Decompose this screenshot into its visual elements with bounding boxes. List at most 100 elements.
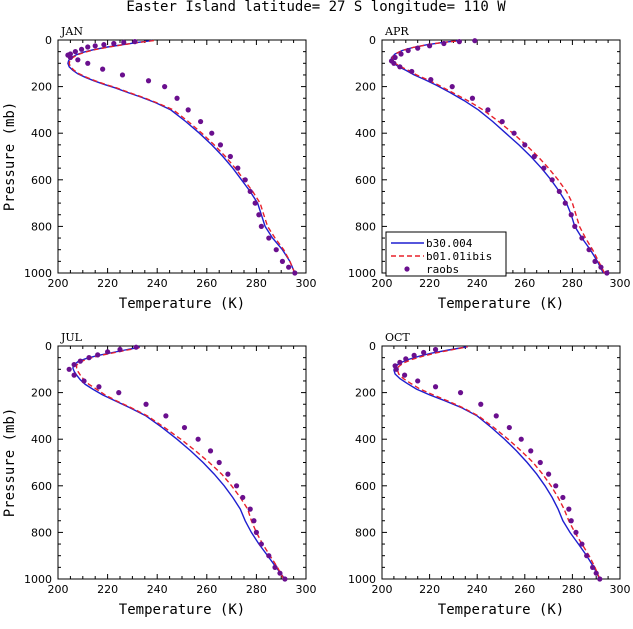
x-tick-label: 300 (610, 583, 631, 596)
x-axis-label: Temperature (K) (438, 296, 564, 312)
panel-apr: 200 220 240 260 280 300 0 200 400 600 800 1000 APR Te… (348, 25, 631, 312)
point-raobs (411, 352, 417, 358)
panel-label: JUL (60, 331, 83, 344)
x-tick-label: 220 (97, 277, 118, 290)
point-raobs (240, 494, 246, 501)
point-raobs (572, 223, 578, 229)
point-raobs (472, 38, 478, 44)
point-raobs (71, 362, 77, 368)
point-raobs (251, 518, 257, 524)
x-axis-label: Temperature (K) (119, 296, 245, 312)
point-raobs (590, 564, 596, 570)
y-tick-label: 0 (45, 34, 52, 47)
x-tick-label: 260 (514, 583, 535, 596)
point-raobs (85, 60, 91, 66)
panel-jul: 200 220 240 260 280 300 0 200 400 600 800 1000 JUL Te… (2, 331, 317, 618)
point-raobs (227, 153, 233, 160)
point-raobs (81, 378, 87, 384)
point-raobs (415, 378, 421, 384)
x-axis-label: Temperature (K) (438, 602, 564, 618)
point-raobs (77, 358, 83, 364)
point-raobs (469, 95, 476, 101)
point-raobs (403, 356, 409, 362)
point-raobs (105, 349, 111, 355)
x-tick-label: 300 (296, 277, 317, 290)
point-raobs (252, 200, 258, 206)
legend-swatch (404, 266, 410, 272)
x-tick-label: 220 (97, 583, 118, 596)
point-raobs (432, 346, 439, 353)
point-raobs (66, 366, 72, 372)
y-tick-label: 400 (31, 433, 52, 446)
point-raobs (598, 264, 604, 270)
point-raobs (392, 363, 398, 369)
x-tick-label: 300 (296, 583, 317, 596)
point-raobs (402, 372, 408, 378)
point-raobs (522, 142, 528, 148)
point-raobs (185, 107, 191, 113)
point-raobs (100, 66, 106, 72)
x-tick-label: 240 (467, 277, 488, 290)
y-tick-label: 1000 (348, 573, 376, 586)
x-tick-label: 240 (467, 583, 488, 596)
panel-label: JAN (60, 25, 83, 38)
point-raobs (277, 570, 283, 576)
y-tick-label: 600 (31, 480, 52, 493)
figure-title: Easter Island latitude= 27 S longitude= … (126, 0, 506, 15)
point-raobs (132, 39, 138, 45)
point-raobs (92, 43, 98, 49)
point-raobs (392, 54, 398, 61)
point-raobs (449, 84, 455, 90)
point-raobs (409, 68, 415, 75)
point-raobs (253, 529, 259, 536)
y-tick-label: 400 (355, 127, 376, 140)
point-raobs (292, 270, 298, 276)
x-tick-label: 260 (514, 277, 535, 290)
x-tick-label: 240 (147, 277, 168, 290)
point-raobs (72, 49, 78, 55)
point-raobs (546, 471, 552, 477)
point-raobs (96, 384, 102, 390)
y-tick-label: 800 (355, 526, 376, 539)
point-raobs (562, 200, 568, 206)
point-raobs (428, 77, 434, 83)
point-raobs (198, 118, 204, 125)
y-tick-label: 200 (355, 81, 376, 94)
point-raobs (247, 506, 253, 512)
point-raobs (121, 39, 127, 45)
point-raobs (518, 436, 524, 442)
point-raobs (493, 413, 499, 419)
point-raobs (604, 270, 610, 276)
line-b01-01ibis (75, 346, 285, 580)
point-raobs (593, 570, 599, 576)
point-raobs (86, 355, 92, 361)
point-raobs (95, 352, 101, 358)
point-raobs (457, 390, 464, 396)
point-raobs (427, 43, 433, 49)
x-tick-label: 220 (419, 277, 440, 290)
y-tick-label: 800 (31, 526, 52, 539)
point-raobs (549, 177, 555, 183)
legend-entry: b30.004 (426, 237, 473, 250)
panel-jan: 200 220 240 260 280 300 0 200 400 600 800 1000 JAN Te… (2, 25, 317, 312)
line-b30-004 (72, 346, 286, 580)
y-tick-label: 600 (355, 174, 376, 187)
x-tick-label: 260 (196, 583, 217, 596)
y-tick-label: 1000 (24, 573, 52, 586)
point-raobs (499, 118, 505, 125)
point-raobs (78, 46, 85, 52)
point-raobs (282, 576, 288, 582)
y-tick-label: 400 (355, 433, 376, 446)
point-raobs (209, 130, 215, 136)
point-raobs (579, 541, 585, 547)
x-tick-label: 200 (48, 277, 69, 290)
point-raobs (247, 188, 253, 195)
point-raobs (456, 39, 462, 45)
point-raobs (67, 51, 73, 57)
x-tick-label: 280 (246, 583, 267, 596)
point-raobs (398, 51, 404, 57)
y-tick-label: 0 (369, 340, 376, 353)
point-raobs (207, 448, 214, 454)
x-tick-label: 220 (419, 583, 440, 596)
